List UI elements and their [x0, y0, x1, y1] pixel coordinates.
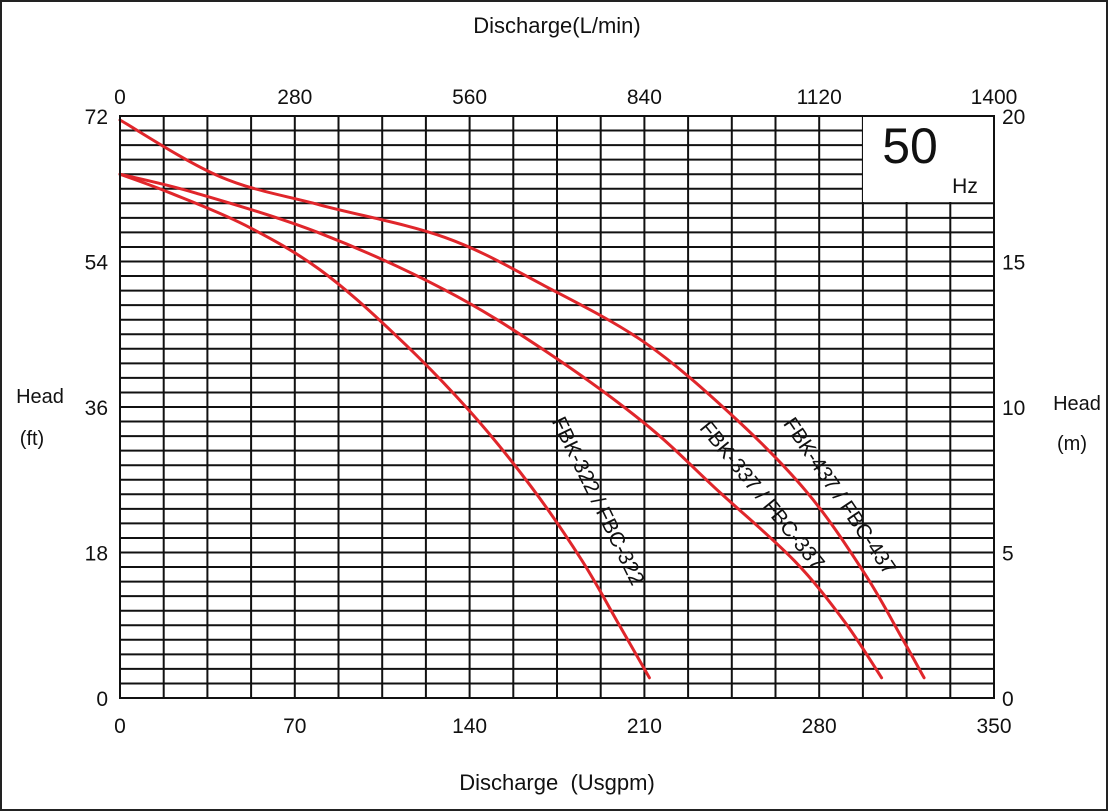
frequency-unit: Hz — [952, 175, 978, 198]
grid-lines — [120, 116, 994, 698]
right-y-axis-title-line2: (m) — [1057, 433, 1087, 455]
y-right-tick-label: 20 — [1002, 106, 1025, 129]
left-y-axis-title-line2: (ft) — [20, 428, 44, 450]
x-top-tick-label: 560 — [452, 86, 487, 109]
x-bottom-tick-label: 350 — [976, 715, 1011, 738]
right-y-axis-title-line1: Head — [1053, 393, 1101, 415]
frequency-value: 50 — [882, 118, 938, 174]
y-right-tick-label: 10 — [1002, 397, 1025, 420]
x-bottom-tick-label: 70 — [283, 715, 306, 738]
x-top-tick-label: 0 — [114, 86, 126, 109]
series-line-3 — [118, 118, 926, 680]
y-left-tick-label: 18 — [85, 543, 108, 566]
series-line-2 — [118, 172, 884, 680]
series-line-1 — [118, 172, 651, 680]
y-right-tick-label: 5 — [1002, 543, 1014, 566]
bottom-x-axis-title: Discharge (Usgpm) — [459, 770, 655, 795]
x-top-tick-label: 280 — [277, 86, 312, 109]
y-left-tick-label: 36 — [85, 397, 108, 420]
x-bottom-tick-label: 210 — [627, 715, 662, 738]
tick-labels: 0 70 140 210 280 350 0 280 560 840 1120 1400 0 18 36 54… — [85, 86, 1026, 738]
x-top-tick-label: 1400 — [971, 86, 1018, 109]
x-bottom-tick-label: 280 — [802, 715, 837, 738]
y-right-tick-label: 0 — [1002, 688, 1014, 711]
y-left-tick-label: 0 — [96, 688, 108, 711]
x-top-tick-label: 1120 — [797, 86, 842, 109]
left-y-axis-title-line1: Head — [16, 386, 64, 408]
curve-group — [118, 118, 926, 680]
x-bottom-tick-label: 140 — [452, 715, 487, 738]
y-left-tick-label: 72 — [85, 106, 108, 129]
series-label-1: FBK-322 / FBC-322 — [547, 413, 649, 589]
top-x-axis-title: Discharge(L/min) — [473, 13, 641, 38]
plot-border — [119, 115, 995, 699]
y-right-tick-label: 15 — [1002, 252, 1025, 275]
y-left-tick-label: 54 — [85, 252, 109, 275]
frequency-box — [863, 116, 994, 202]
x-bottom-tick-label: 0 — [114, 715, 126, 738]
x-top-tick-label: 840 — [627, 86, 662, 109]
